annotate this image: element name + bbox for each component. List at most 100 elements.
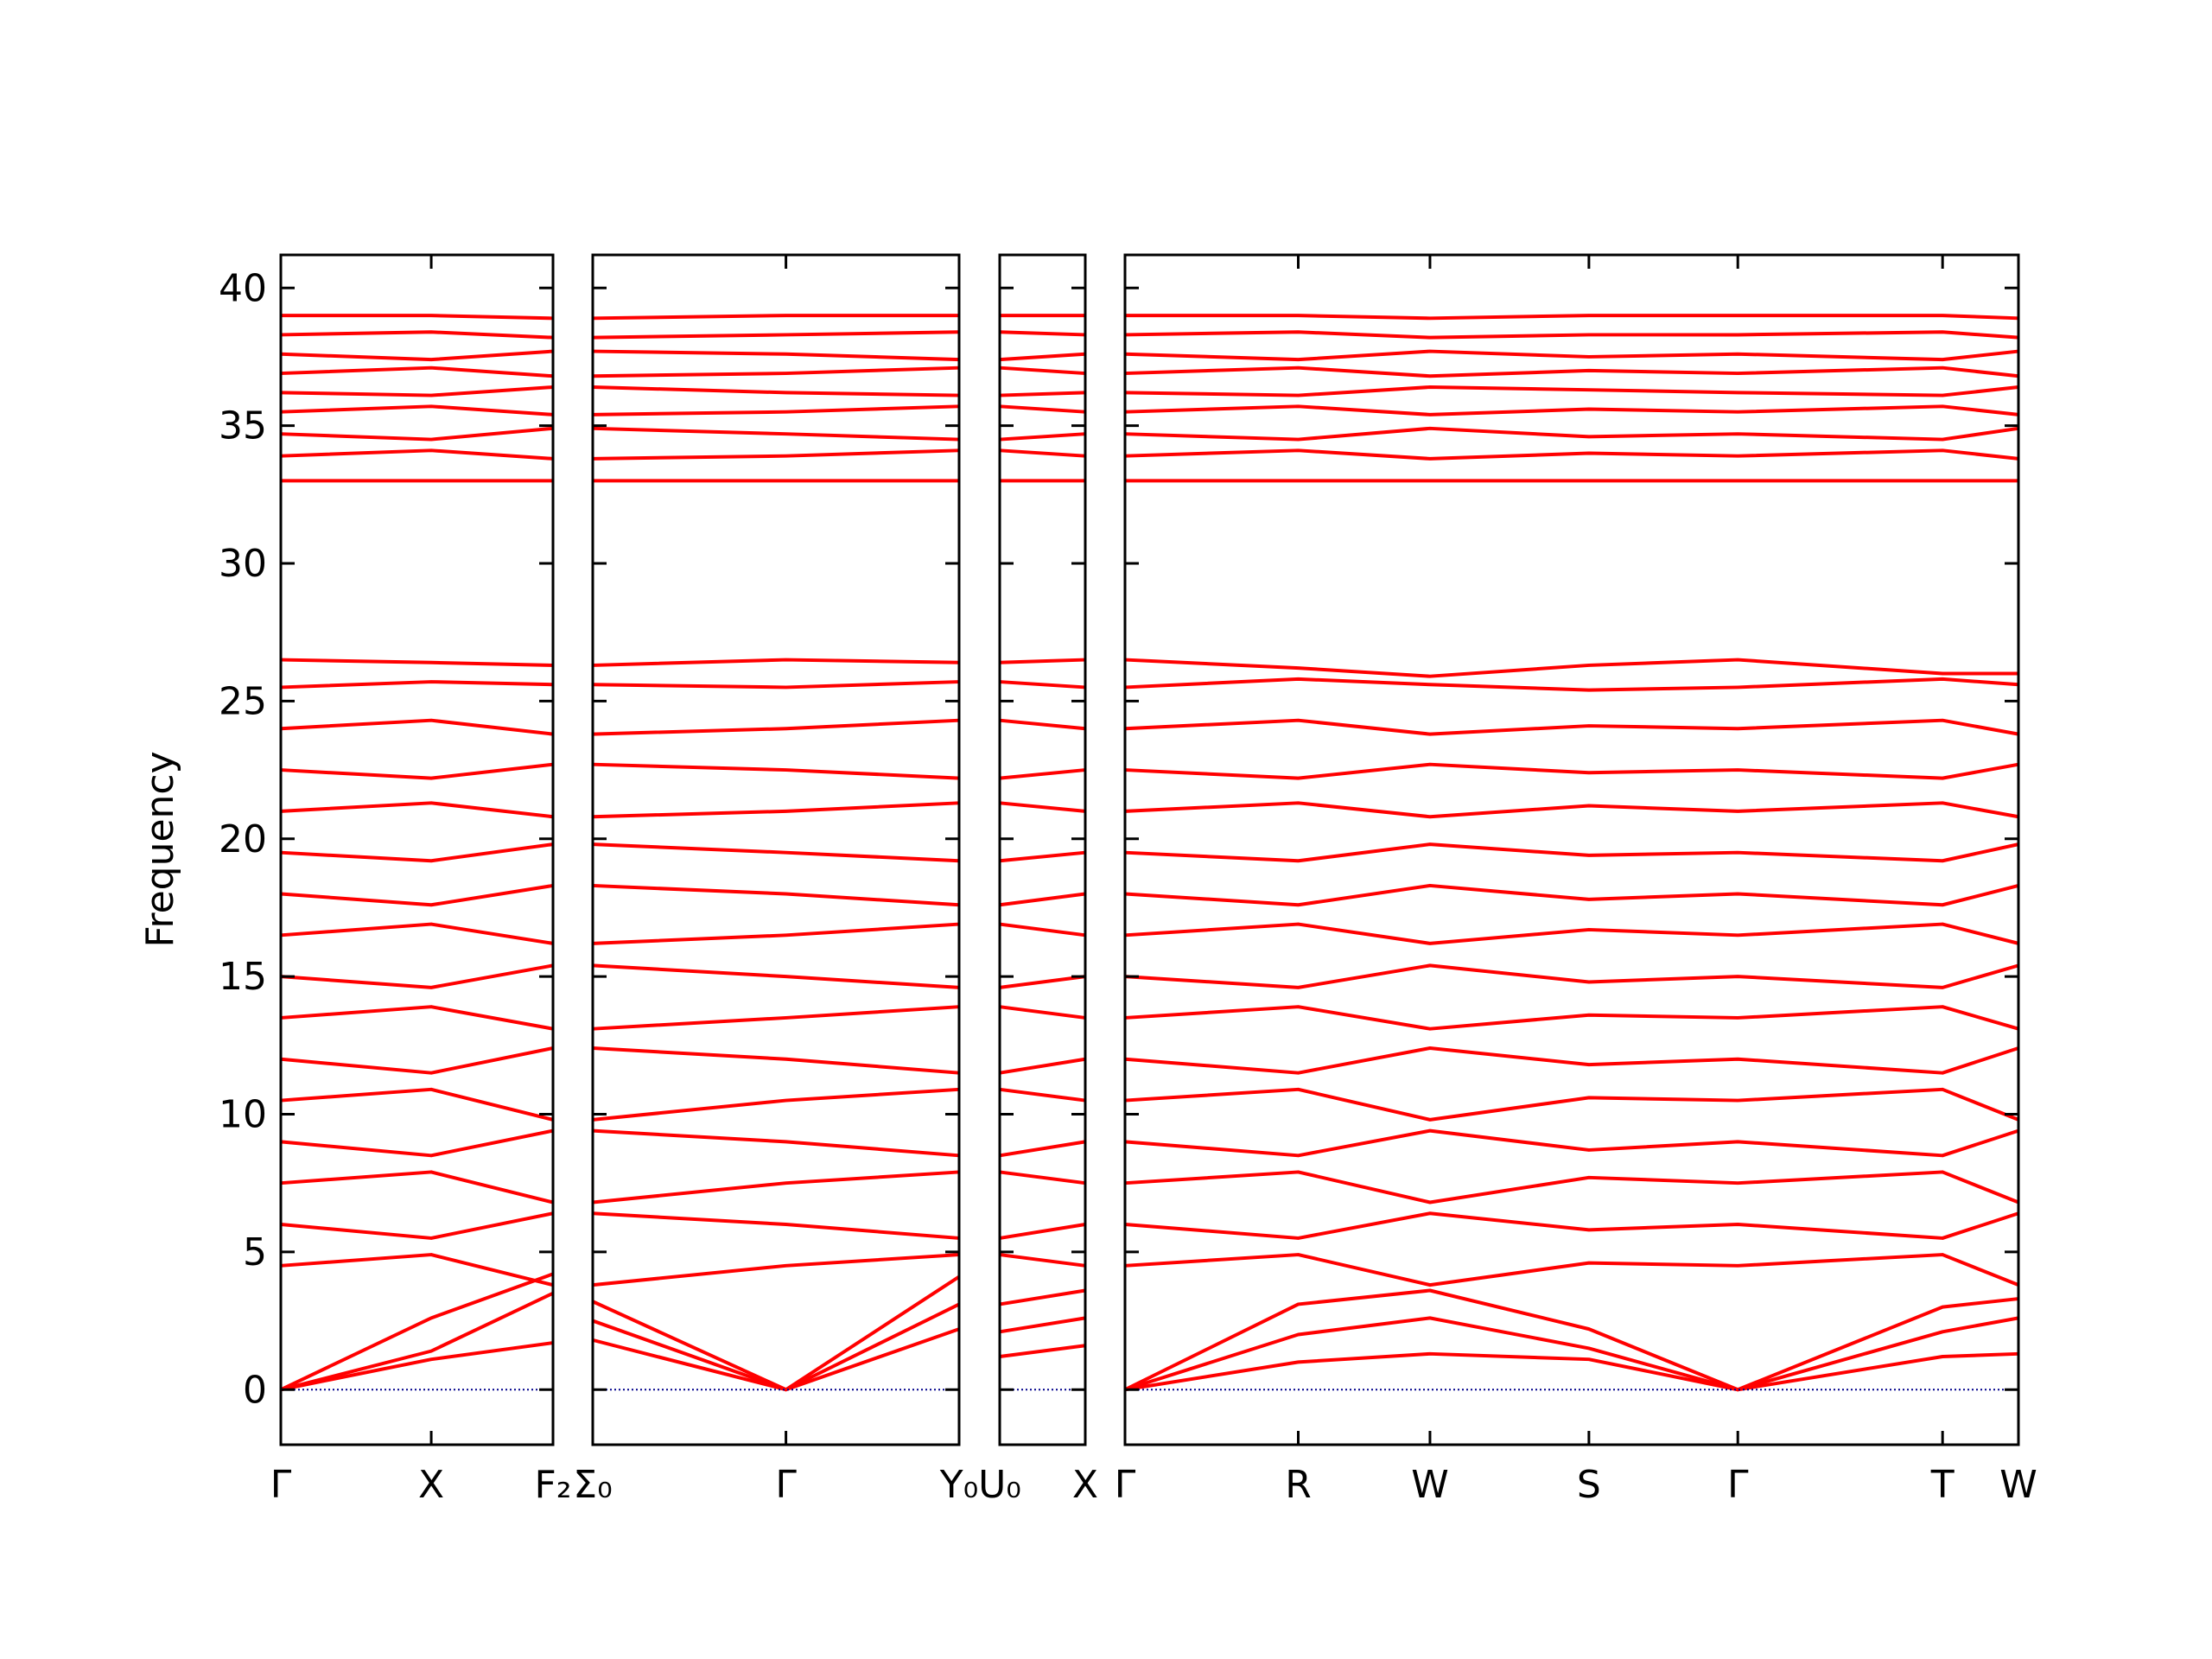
band-line [280,883,554,907]
band-line [999,1223,1086,1240]
band-line [592,1005,960,1031]
y-tick-label: 20 [219,817,267,861]
x-tick-label: S [1577,1463,1601,1507]
band-line [999,391,1086,397]
band-line [280,922,554,945]
y-tick-label: 5 [243,1230,267,1274]
y-tick-label: 10 [219,1093,267,1137]
band-line [1125,314,2019,321]
band-line [999,768,1086,780]
band-line [592,349,960,362]
band-line [281,314,554,321]
band-line [592,1087,960,1122]
band-line [280,1046,554,1075]
band-line [1124,349,2019,362]
band-line [280,1291,554,1392]
band-line [1124,762,2019,780]
panel-frame [998,253,1087,1446]
band-line [592,718,960,736]
band-line [1124,330,2019,340]
band-line [280,1253,554,1287]
band-line [280,404,554,416]
band-line [1124,677,2019,692]
band-line [999,922,1086,938]
band-line [280,762,554,780]
band-line [280,963,554,989]
band-line [592,680,960,690]
x-tick-label: Γ [1727,1463,1749,1507]
band-line [999,330,1086,337]
band-line [592,883,960,907]
band-line [999,404,1086,414]
y-tick-label: 25 [219,679,267,723]
x-tick-label: W [1411,1463,1449,1507]
band-line [280,842,554,863]
y-tick-label: 35 [219,404,267,448]
band-line [1124,385,2019,397]
band-line [280,365,554,378]
band-line [999,850,1086,863]
band-line [592,1128,960,1158]
band-line [280,680,554,690]
band-line [999,352,1086,362]
band-line [999,718,1086,731]
x-tick-label: Σ₀ [573,1463,612,1507]
band-line [280,718,554,736]
panel-frame [591,253,961,1446]
band-line [999,1344,1086,1358]
band-line [280,801,554,819]
y-axis-label: Frequency [138,751,182,947]
band-line [280,330,554,340]
band-line [592,1046,960,1075]
band-line [592,1170,960,1205]
band-line [280,1170,554,1205]
y-tick-label: 0 [243,1368,267,1412]
x-tick-label: F₂ [535,1463,572,1507]
y-tick-label: 30 [219,542,267,586]
band-line [999,448,1086,458]
band-line [1124,1253,2019,1287]
x-tick-label: Γ [775,1463,797,1507]
band-line [592,385,960,397]
band-line [999,1288,1086,1306]
band-line [1124,1005,2019,1031]
band-line [592,1253,960,1287]
band-line [280,658,554,667]
band-line [592,330,960,340]
band-line [999,1316,1086,1334]
x-tick-label: R [1285,1463,1312,1507]
band-line [592,1211,960,1240]
band-line [1124,1087,2019,1122]
band-line [1124,1316,2019,1392]
y-tick-label: 15 [219,955,267,999]
band-line [1124,448,2019,461]
band-line [999,365,1086,376]
band-line [999,432,1086,442]
band-line [1124,1170,2019,1205]
y-tick-label: 40 [219,266,267,310]
band-line [280,448,554,461]
band-line [1124,1046,2019,1075]
bands [592,314,961,1392]
panel-frame [279,253,555,1446]
band-line [999,1005,1086,1020]
x-tick-label: Γ [1115,1463,1136,1507]
x-tick-label: T [1930,1463,1955,1507]
band-line [1124,1211,2019,1240]
band-line [592,658,960,667]
band-line [280,1087,554,1122]
band-line [592,963,960,989]
band-line [1124,426,2019,442]
bands [999,314,1086,1358]
band-line [280,1211,554,1240]
x-tick-label: W [1999,1463,2037,1507]
band-line [999,1057,1086,1075]
band-line [1124,883,2019,907]
band-line [1124,801,2019,819]
band-line [280,1341,554,1392]
band-line [280,426,554,442]
band-line [999,975,1086,989]
panel-frame [1123,253,2020,1446]
band-line [592,426,960,442]
